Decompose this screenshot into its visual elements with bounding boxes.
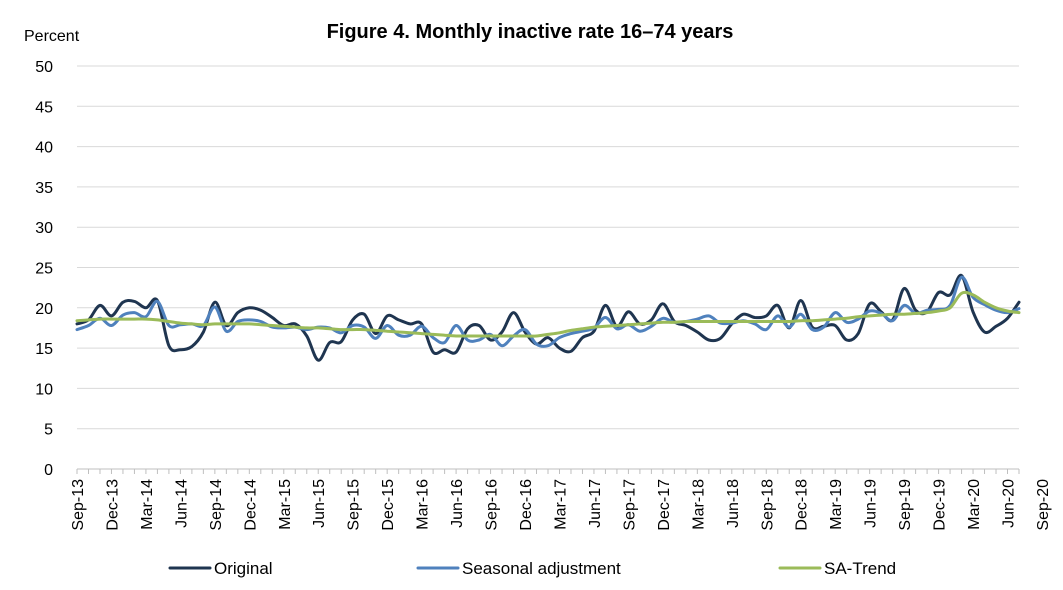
x-tick-label-Jun-17: Jun-17: [587, 479, 604, 528]
legend-label-sa-trend: SA-Trend: [824, 559, 896, 578]
series-line-seasonal-adjustment: [75, 275, 1021, 348]
legend-item-original: Original: [168, 559, 273, 578]
x-tick-label-Mar-16: Mar-16: [415, 479, 432, 530]
x-tick-label-Sep-15: Sep-15: [346, 479, 363, 531]
series-line-original: [75, 273, 1021, 362]
x-tick-label-Dec-18: Dec-18: [794, 479, 811, 531]
x-tick-label-Mar-20: Mar-20: [966, 479, 983, 530]
x-tick-label-Sep-13: Sep-13: [70, 479, 87, 531]
x-tick-label-Sep-17: Sep-17: [621, 479, 638, 531]
y-tick-label-40: 40: [35, 140, 53, 157]
x-tick-label-Sep-19: Sep-19: [897, 479, 914, 531]
x-tick-label-Mar-17: Mar-17: [552, 479, 569, 530]
x-tick-label-Jun-19: Jun-19: [863, 479, 880, 528]
x-tick-label-Sep-16: Sep-16: [484, 479, 501, 531]
legend-item-seasonal-adjustment: Seasonal adjustment: [416, 559, 621, 578]
x-tick-label-Jun-14: Jun-14: [173, 479, 190, 528]
x-tick-label-Mar-18: Mar-18: [690, 479, 707, 530]
x-tick-label-Dec-14: Dec-14: [242, 479, 259, 531]
legend-label-original: Original: [214, 559, 273, 578]
x-tick-label-Sep-20: Sep-20: [1035, 479, 1052, 531]
series-line-sa-trend: [75, 290, 1021, 338]
y-tick-label-15: 15: [35, 341, 53, 358]
y-tick-label-35: 35: [35, 180, 53, 197]
y-tick-labels: 0 5 10 15 20 25 30 35 40 45 50: [35, 59, 53, 479]
y-tick-label-45: 45: [35, 99, 53, 116]
y-tick-label-5: 5: [44, 422, 53, 439]
x-axis: Sep-13 Dec-13 Mar-14 Jun-14 Sep-14 Dec-14 Mar-…: [70, 468, 1052, 531]
x-tick-label-Jun-16: Jun-16: [449, 479, 466, 528]
x-tick-label-Jun-20: Jun-20: [1001, 479, 1018, 528]
x-tick-label-Mar-15: Mar-15: [277, 479, 294, 530]
y-axis-label: Percent: [24, 28, 80, 45]
x-tick-label-Sep-14: Sep-14: [208, 479, 225, 531]
x-tick-label-Dec-15: Dec-15: [380, 479, 397, 531]
y-tick-label-20: 20: [35, 301, 53, 318]
y-tick-label-50: 50: [35, 59, 53, 76]
series-lines: [75, 273, 1021, 362]
x-tick-label-Jun-18: Jun-18: [725, 479, 742, 528]
x-tick-label-Mar-14: Mar-14: [139, 479, 156, 530]
x-tick-label-Dec-19: Dec-19: [932, 479, 949, 531]
x-tick-label-Jun-15: Jun-15: [311, 479, 328, 528]
x-tick-label-Mar-19: Mar-19: [828, 479, 845, 530]
x-tick-label-Sep-18: Sep-18: [759, 479, 776, 531]
legend-item-sa-trend: SA-Trend: [778, 559, 896, 578]
y-tick-label-30: 30: [35, 220, 53, 237]
gridlines: [77, 65, 1019, 470]
legend-label-seasonal-adjustment: Seasonal adjustment: [462, 559, 621, 578]
chart-title: Figure 4. Monthly inactive rate 16–74 ye…: [327, 21, 734, 43]
y-tick-label-10: 10: [35, 381, 53, 398]
legend: Original Seasonal adjustment SA-Trend: [168, 559, 896, 578]
x-tick-label-Dec-17: Dec-17: [656, 479, 673, 531]
y-tick-label-25: 25: [35, 261, 53, 278]
x-tick-label-Dec-13: Dec-13: [104, 479, 121, 531]
x-tick-label-Dec-16: Dec-16: [518, 479, 535, 531]
y-tick-label-0: 0: [44, 462, 53, 479]
